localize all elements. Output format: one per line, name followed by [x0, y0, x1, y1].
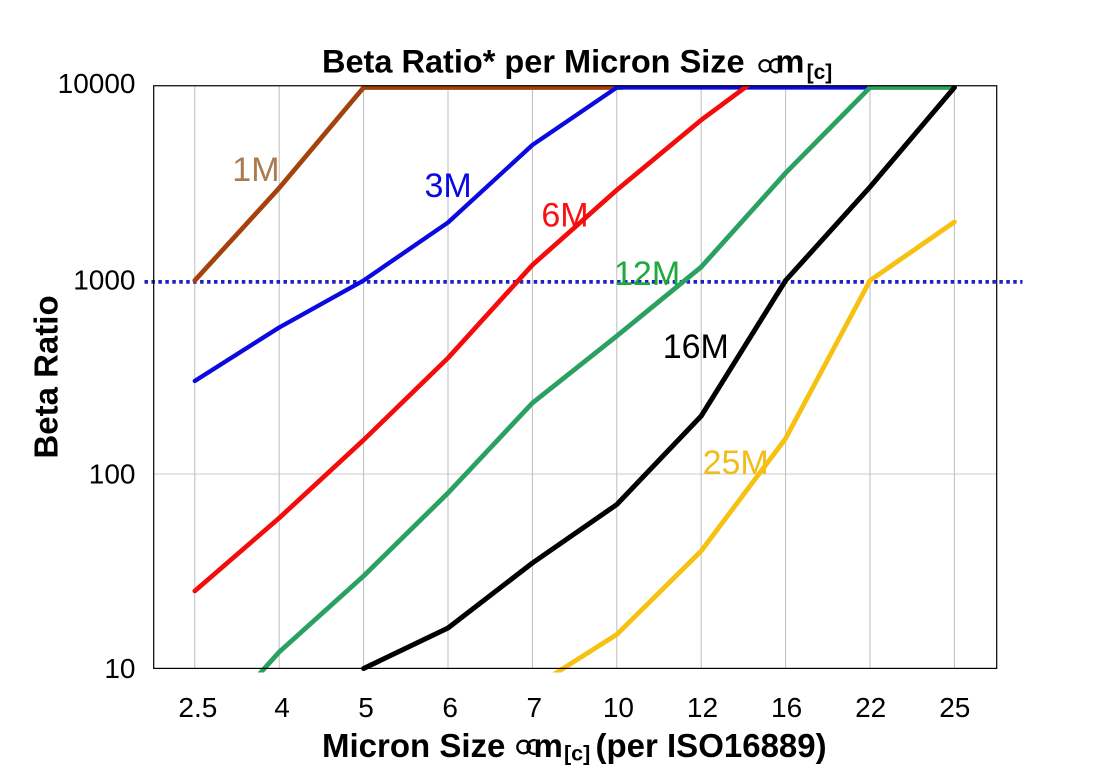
- svg-text:Beta Ratio: Beta Ratio: [28, 295, 65, 458]
- svg-text:3M: 3M: [425, 167, 472, 205]
- svg-text:(per ISO16889): (per ISO16889): [596, 727, 827, 764]
- svg-text:1M: 1M: [232, 151, 279, 189]
- svg-text:[c]: [c]: [564, 742, 590, 766]
- svg-text:16: 16: [771, 692, 802, 723]
- svg-text:7: 7: [527, 692, 543, 723]
- svg-text:Beta Ratio* per Micron Size: Beta Ratio* per Micron Size: [322, 43, 745, 79]
- svg-text:m: m: [776, 43, 805, 79]
- svg-text:10: 10: [603, 692, 634, 723]
- svg-text:12: 12: [687, 692, 718, 723]
- svg-text:100: 100: [89, 458, 136, 489]
- svg-text:6M: 6M: [541, 196, 588, 234]
- svg-text:10000: 10000: [58, 68, 136, 99]
- svg-text:1000: 1000: [73, 265, 135, 296]
- svg-text:4: 4: [274, 692, 290, 723]
- svg-text:25: 25: [939, 692, 970, 723]
- svg-text:Micron Size: Micron Size: [322, 727, 505, 764]
- svg-text:16M: 16M: [663, 328, 729, 366]
- svg-text:12M: 12M: [614, 255, 680, 293]
- svg-text:2.5: 2.5: [178, 692, 217, 723]
- svg-text:22: 22: [855, 692, 886, 723]
- svg-text:5: 5: [358, 692, 374, 723]
- svg-text:[c]: [c]: [807, 61, 833, 84]
- svg-text:m: m: [534, 727, 563, 764]
- svg-text:10: 10: [104, 653, 135, 684]
- svg-text:6: 6: [442, 692, 458, 723]
